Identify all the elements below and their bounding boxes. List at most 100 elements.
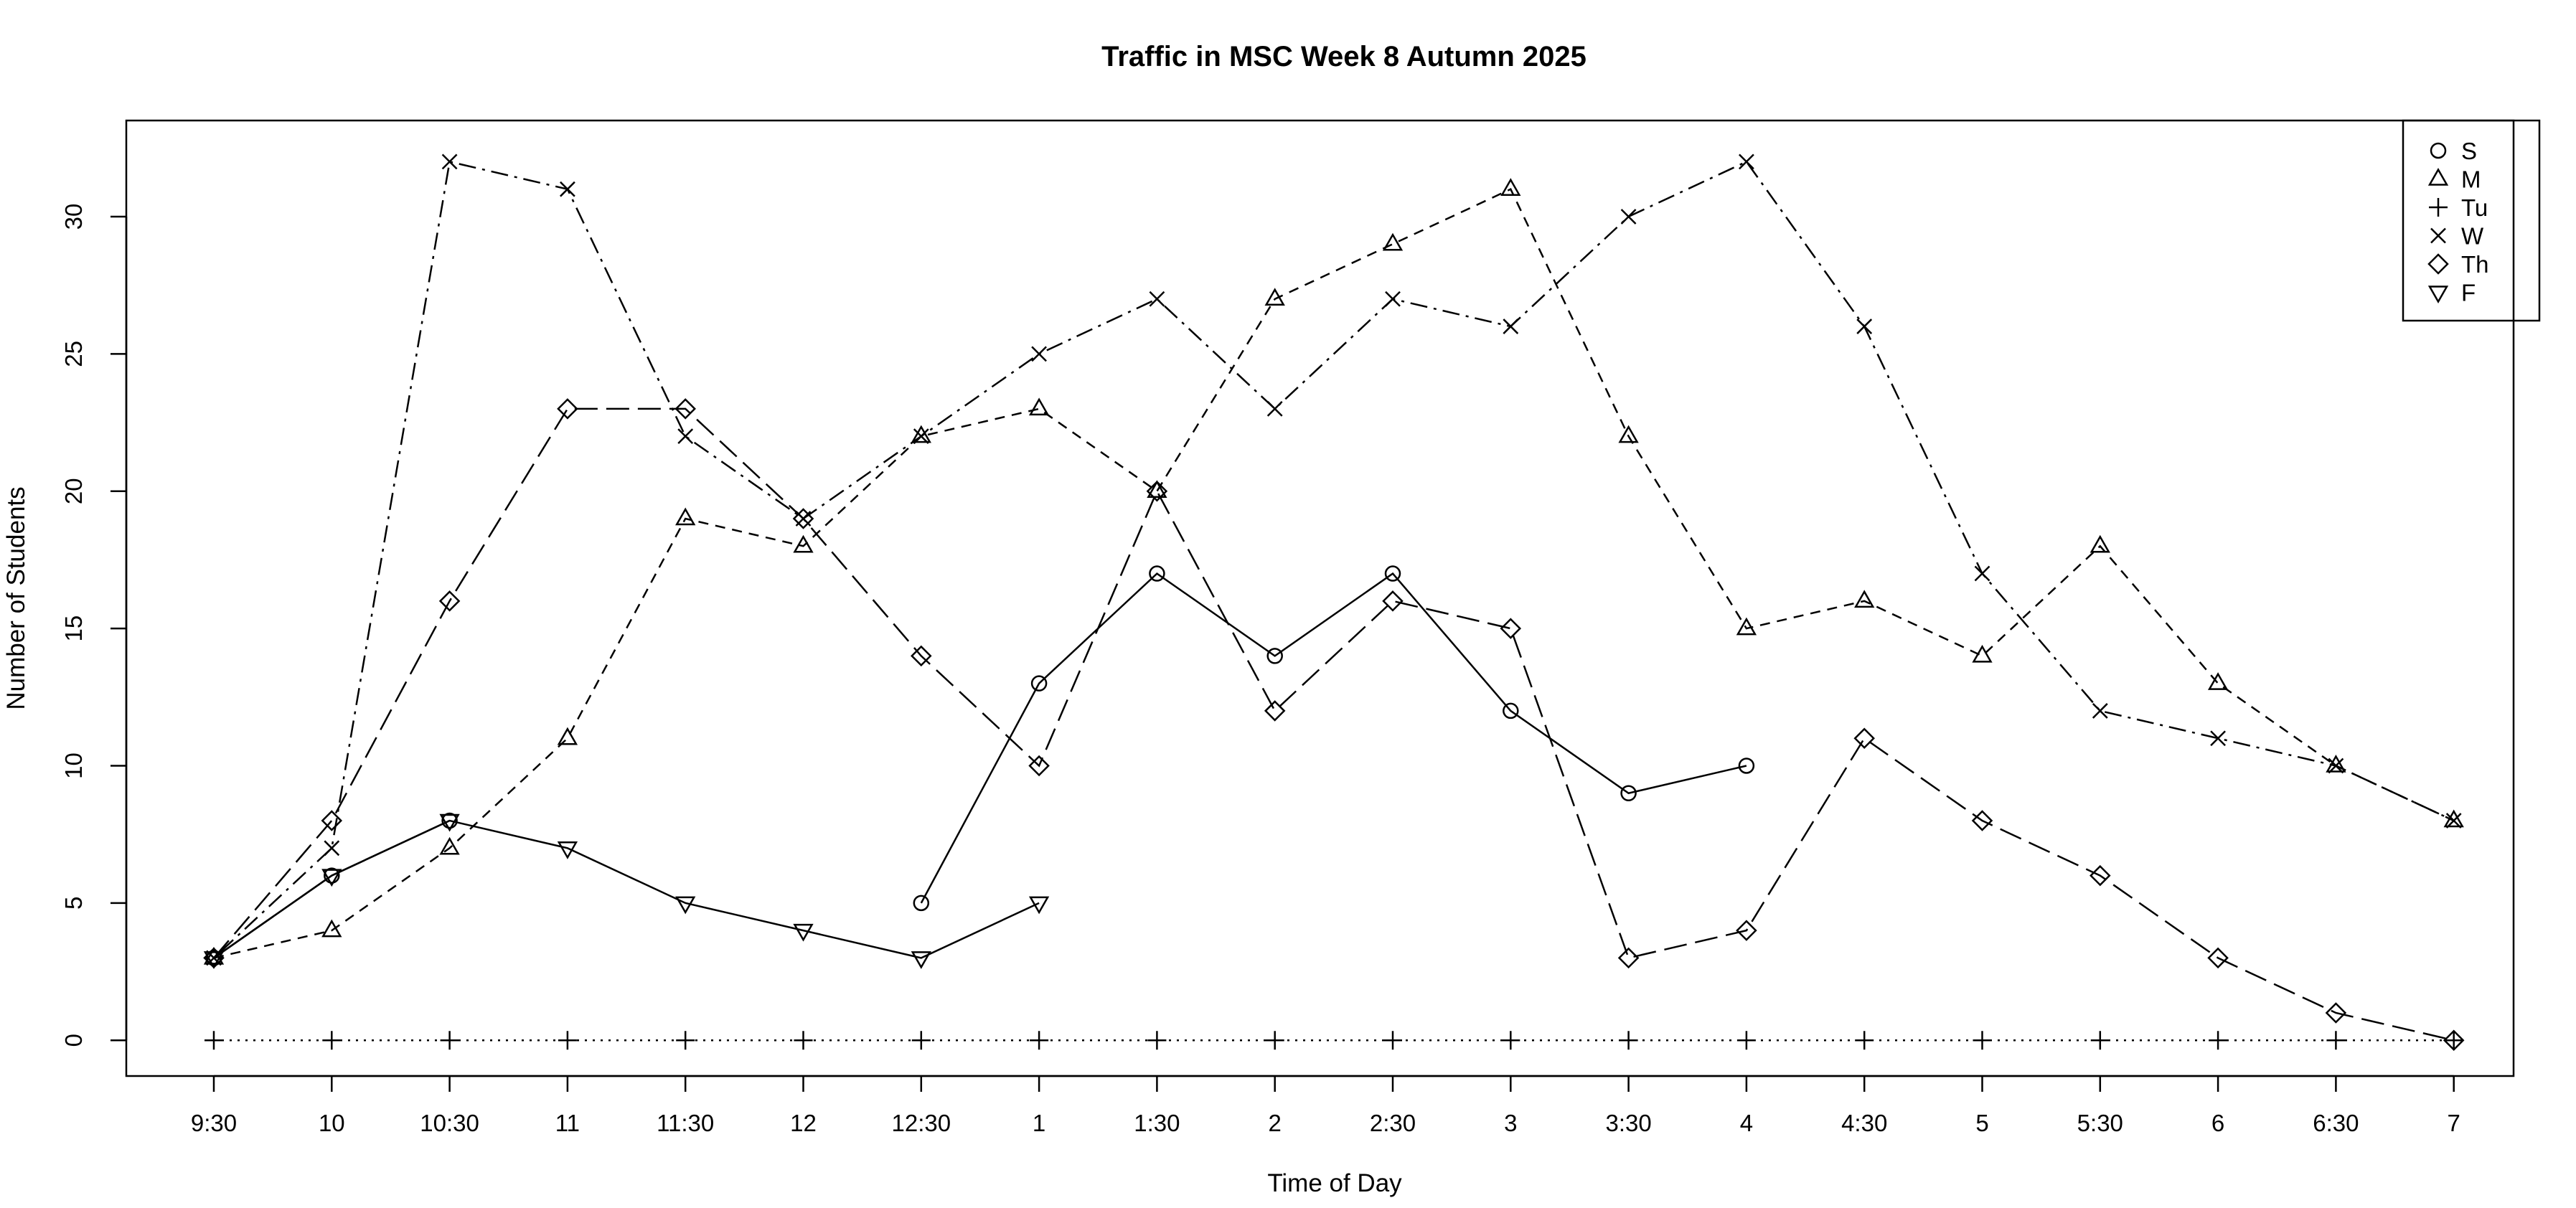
x-axis: 9:30 10 10:30 11 11:30 12 12:30 1 1:30 2 2:30 3 3:30… [191,1075,2460,1136]
data-point [324,867,340,884]
legend-label: Th [2461,251,2489,278]
legend-box [2402,119,2541,322]
data-point [676,1031,695,1050]
series-line [920,572,1747,904]
data-point [1149,565,1165,582]
data-point [205,1031,223,1050]
data-point [557,841,578,859]
data-point [1385,291,1401,307]
x-tick-label: 5:30 [2077,1110,2123,1136]
data-point [1266,401,1283,417]
x-tick-label: 3 [1504,1110,1517,1136]
x-axis-label: Time of Day [1267,1169,1402,1197]
data-point [1617,947,1640,969]
data-point [1736,617,1757,636]
data-point [1382,232,1404,251]
data-point [1264,288,1285,306]
data-point [1619,1031,1638,1050]
data-point [2443,809,2464,828]
data-point [2207,947,2229,969]
data-point [2325,1002,2347,1024]
data-point [792,508,814,529]
x-tick-label: 6:30 [2313,1110,2359,1136]
data-point [2444,1031,2463,1050]
data-point [321,869,342,887]
data-point [557,727,578,745]
data-point [322,1031,342,1050]
data-point [321,810,343,831]
x-tick-label: 3:30 [1605,1110,1651,1136]
series-m [203,178,2464,965]
data-point [2427,253,2449,275]
series-line [213,819,451,959]
data-point [557,398,578,420]
x-tick-label: 9:30 [191,1110,237,1136]
data-point [2430,142,2447,159]
x-tick-label: 5 [1975,1110,1988,1136]
data-point [1028,397,1050,416]
data-point [2427,286,2449,304]
x-tick-label: 4:30 [1841,1110,1887,1136]
data-point [2445,813,2462,829]
data-point [1974,565,1990,582]
data-point [203,946,225,965]
data-point [1855,1031,1874,1050]
legend-label: S [2461,138,2477,164]
y-axis: 0 5 10 15 20 25 30 [60,204,128,1047]
y-tick-label: 15 [60,615,87,642]
x-tick-label: 1:30 [1134,1110,1180,1136]
data-point [913,428,929,445]
data-point [674,398,696,420]
data-point [560,181,575,197]
data-point [1503,318,1519,334]
data-point [1265,1031,1284,1050]
data-point [1147,1031,1167,1050]
data-point [1972,644,1993,663]
data-point [1264,700,1286,722]
data-point [205,950,222,966]
data-point [793,923,814,942]
series-f [203,813,1050,969]
data-point [2090,1031,2110,1050]
data-point [793,534,814,553]
y-tick-label: 30 [60,204,87,230]
y-tick-label: 20 [60,478,87,504]
data-point [2326,1031,2346,1050]
data-point [2090,864,2111,887]
plot-frame [125,119,2515,1077]
data-point [440,1031,459,1050]
data-point [558,1031,577,1050]
data-point [1853,727,1875,749]
data-point [2430,227,2446,244]
legend-entry: S [2430,138,2477,164]
data-point [794,1031,813,1050]
x-tick-label: 11 [555,1110,580,1136]
data-point [675,507,696,526]
data-point [913,895,930,912]
data-point [1738,758,1755,774]
data-point [1031,346,1047,362]
series-layer [203,154,2465,1052]
y-axis-label: Number of Students [2,486,30,709]
data-point [2090,534,2110,553]
series-line [213,160,2455,959]
x-tick-label: 11:30 [657,1110,714,1136]
y-tick-label: 25 [60,341,87,367]
chart-title: Traffic in MSC Week 8 Autumn 2025 [1101,41,1587,72]
legend-entry: Tu [2429,194,2488,221]
data-point [677,428,694,445]
data-point [2328,758,2344,774]
data-point [911,1031,931,1050]
legend-entry: W [2430,223,2484,250]
y-tick-label: 0 [60,1034,87,1047]
data-point [1973,1031,1992,1050]
data-point [1146,480,1168,502]
data-point [1500,618,1522,639]
y-tick-label: 10 [60,752,87,779]
legend-label: M [2461,166,2481,193]
data-point [1028,755,1050,777]
data-point [2209,1031,2228,1050]
data-point [1384,565,1401,582]
